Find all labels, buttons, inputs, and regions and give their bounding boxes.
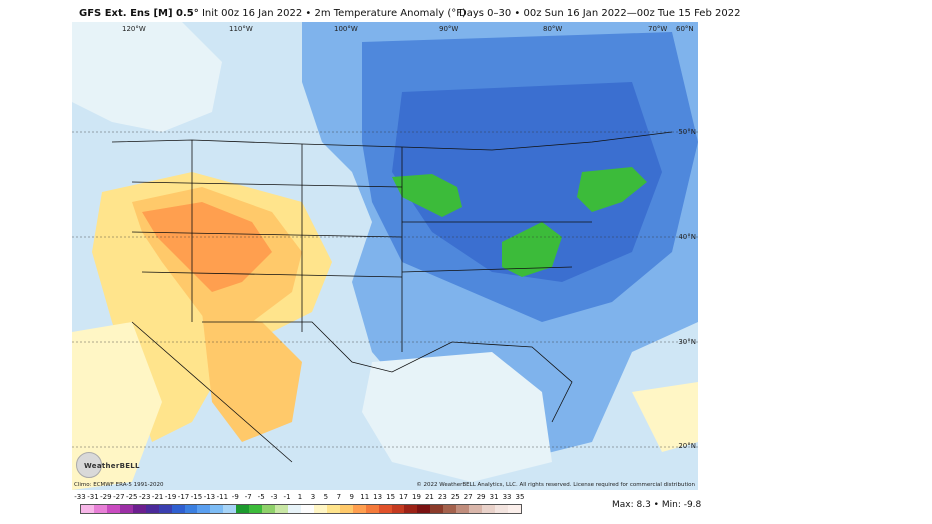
colorbar-swatch bbox=[288, 505, 301, 513]
colorbar-tick-label: -11 bbox=[216, 493, 229, 501]
colorbar-swatch bbox=[313, 505, 327, 513]
lon-label: 110°W bbox=[229, 25, 253, 33]
init-time: Init 00z 16 Jan 2022 bbox=[201, 8, 303, 19]
colorbar-tick-label: 17 bbox=[399, 493, 408, 501]
colorbar-swatch bbox=[223, 505, 237, 513]
colorbar-tick-label: 3 bbox=[310, 493, 316, 501]
colorbar-swatch bbox=[404, 505, 418, 513]
model-name: GFS Ext. Ens [M] 0.5° bbox=[79, 8, 199, 19]
lat-label: 40°N bbox=[678, 233, 696, 241]
colorbar-swatch bbox=[262, 505, 276, 513]
colorbar-labels: -33 -31 -29 -27 -25 -23 -21 -19 -17 -15 -13 -11 -9 -7… bbox=[72, 493, 525, 503]
colorbar-tick-label: -13 bbox=[203, 493, 216, 501]
weatherbell-logo bbox=[76, 452, 102, 478]
cold-anomaly-midwest bbox=[392, 174, 462, 217]
colorbar-swatch bbox=[158, 505, 172, 513]
colorbar-tick-label: -15 bbox=[190, 493, 203, 501]
colorbar-tick-label: 9 bbox=[349, 493, 354, 501]
lon-label: 70°W bbox=[648, 25, 668, 33]
colorbar-swatch bbox=[81, 505, 94, 513]
chart-title: GFS Ext. Ens [M] 0.5° Init 00z 16 Jan 20… bbox=[79, 8, 466, 19]
colorbar-tick-label: 21 bbox=[424, 493, 434, 501]
colorbar-tick-label: 19 bbox=[412, 493, 421, 501]
colorbar-tick-label: 35 bbox=[515, 493, 525, 501]
lat-label: 20°N bbox=[678, 442, 696, 450]
colorbar-tick-label: -19 bbox=[164, 493, 177, 501]
colorbar-swatch bbox=[495, 505, 508, 513]
colorbar-swatch bbox=[210, 505, 224, 513]
colorbar-tick-label: 31 bbox=[489, 493, 499, 501]
lon-label: 120°W bbox=[122, 25, 146, 33]
colorbar-swatch bbox=[184, 505, 198, 513]
colorbar-swatch bbox=[417, 505, 431, 513]
colorbar-tick-label: -25 bbox=[126, 493, 138, 501]
max-min-values: Max: 8.3 • Min: -9.8 bbox=[612, 500, 702, 510]
logo-text: WeatherBELL bbox=[84, 462, 140, 470]
colorbar-tick-label: -29 bbox=[100, 493, 112, 501]
lat-label: 30°N bbox=[678, 338, 696, 346]
lon-label: 80°W bbox=[543, 25, 563, 33]
colorbar-tick-label: -9 bbox=[231, 493, 239, 501]
colorbar-swatch bbox=[132, 505, 146, 513]
colorbar-tick-label: 5 bbox=[323, 493, 329, 501]
colorbar bbox=[80, 504, 522, 514]
colorbar-swatch bbox=[119, 505, 133, 513]
colorbar-tick-label: -23 bbox=[138, 493, 151, 501]
anomaly-map: 120°W 110°W 100°W 90°W 80°W 70°W 60°N 50… bbox=[72, 22, 698, 490]
colorbar-swatch bbox=[171, 505, 185, 513]
colorbar-swatch bbox=[391, 505, 405, 513]
cold-anomaly-northeast bbox=[577, 167, 647, 212]
colorbar-tick-label: 1 bbox=[297, 493, 303, 501]
climo-note: Climo: ECMWF ERA-5 1991-2020 bbox=[74, 482, 164, 488]
colorbar-tick-label: -1 bbox=[283, 493, 291, 501]
colorbar-tick-label: -17 bbox=[177, 493, 190, 501]
colorbar-swatch bbox=[443, 505, 457, 513]
lon-label: 100°W bbox=[334, 25, 358, 33]
colorbar-tick-label: 11 bbox=[360, 493, 370, 501]
colorbar-tick-label: 23 bbox=[437, 493, 447, 501]
colorbar-tick-label: 15 bbox=[386, 493, 396, 501]
colorbar-swatch bbox=[430, 505, 444, 513]
colorbar-swatch bbox=[300, 505, 314, 513]
colorbar-tick-label: -33 bbox=[74, 493, 86, 501]
lat-label: 50°N bbox=[678, 128, 696, 136]
colorbar-swatch bbox=[469, 505, 483, 513]
colorbar-swatch bbox=[145, 505, 159, 513]
colorbar-swatch bbox=[378, 505, 392, 513]
colorbar-swatch bbox=[365, 505, 379, 513]
colorbar-swatch bbox=[236, 505, 250, 513]
colorbar-tick-label: 33 bbox=[502, 493, 512, 501]
colorbar-tick-label: 25 bbox=[450, 493, 460, 501]
colorbar-swatch bbox=[106, 505, 120, 513]
colorbar-swatch bbox=[326, 505, 340, 513]
colorbar-swatch bbox=[93, 505, 107, 513]
colorbar-tick-label: -7 bbox=[244, 493, 252, 501]
cold-anomaly-ohio-valley bbox=[502, 222, 562, 277]
colorbar-swatch bbox=[275, 505, 288, 513]
colorbar-swatch bbox=[352, 505, 366, 513]
colorbar-tick-label: -27 bbox=[113, 493, 125, 501]
colorbar-tick-label: -21 bbox=[151, 493, 164, 501]
colorbar-tick-label: 7 bbox=[336, 493, 342, 501]
field-name: 2m Temperature Anomaly (°F) bbox=[314, 8, 466, 19]
lon-label: 60°N bbox=[676, 25, 694, 33]
colorbar-tick-label: -3 bbox=[270, 493, 278, 501]
colorbar-swatch bbox=[456, 505, 470, 513]
colorbar-swatch bbox=[482, 505, 495, 513]
valid-period: Days 0–30 • 00z Sun 16 Jan 2022—00z Tue … bbox=[459, 8, 741, 19]
colorbar-tick-label: 27 bbox=[463, 493, 473, 501]
copyright-note: © 2022 WeatherBELL Analytics, LLC. All r… bbox=[416, 482, 695, 488]
colorbar-swatch bbox=[339, 505, 353, 513]
colorbar-tick-label: -5 bbox=[257, 493, 265, 501]
colorbar-swatch bbox=[507, 505, 521, 513]
map-canvas bbox=[72, 22, 698, 490]
colorbar-swatch bbox=[197, 505, 211, 513]
colorbar-tick-label: 13 bbox=[373, 493, 383, 501]
colorbar-tick-label: 29 bbox=[476, 493, 486, 501]
lon-label: 90°W bbox=[439, 25, 459, 33]
colorbar-swatch bbox=[249, 505, 263, 513]
colorbar-tick-label: -31 bbox=[87, 493, 99, 501]
